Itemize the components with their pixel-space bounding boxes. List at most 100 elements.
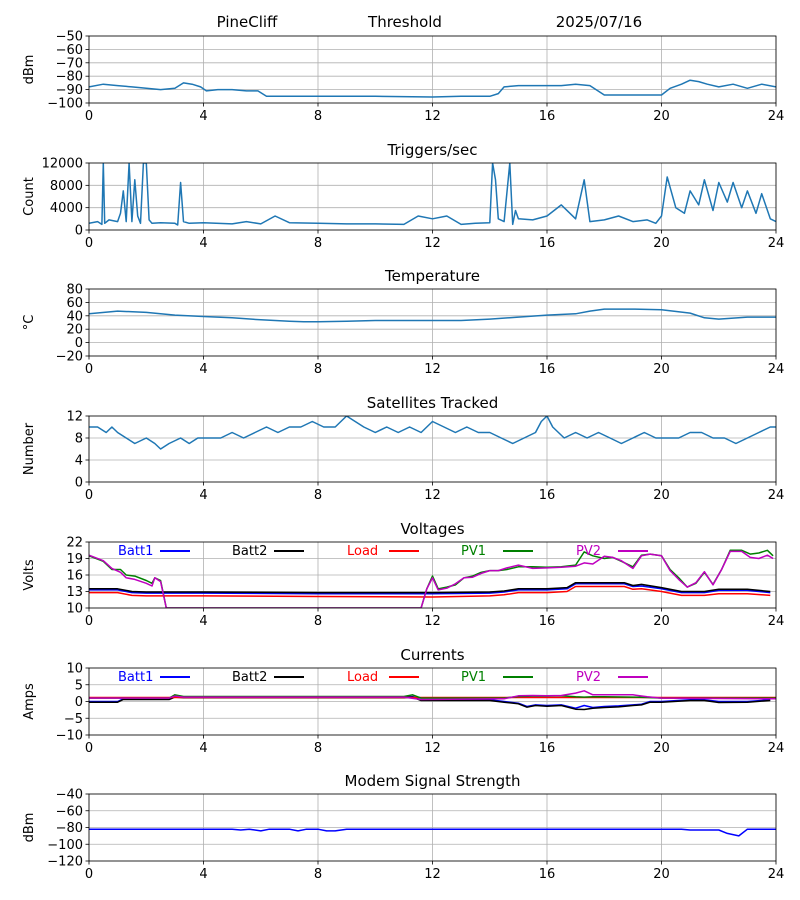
- y-tick-label: 60: [66, 296, 83, 311]
- y-tick-label: 80: [66, 283, 83, 298]
- x-tick-label: 4: [199, 488, 207, 503]
- y-tick-label: −10: [56, 729, 83, 744]
- chart-title: Triggers/sec: [387, 141, 478, 159]
- x-tick-label: 8: [314, 109, 322, 124]
- x-tick-label: 0: [85, 236, 93, 251]
- y-tick-label: −90: [56, 83, 83, 98]
- y-tick-label: −120: [47, 855, 83, 870]
- chart-panel-1: 0 4 8 12 16 20 24 −100−90−80−70−60−50 dBm: [22, 30, 784, 125]
- x-tick-label: 4: [199, 236, 207, 251]
- x-tick-label: 4: [199, 741, 207, 756]
- x-tick-label: 16: [539, 236, 556, 251]
- y-tick-label: −100: [47, 97, 83, 112]
- chart-panel-4: 0 4 8 12 16 20 24 0 4 8 12 Satellites Tracked Number: [22, 394, 784, 503]
- legend-label-batt1: Batt1: [118, 544, 153, 559]
- x-tick-label: 4: [199, 362, 207, 377]
- series-line: [89, 308, 776, 323]
- x-tick-label: 4: [199, 867, 207, 882]
- y-tick-label: 8: [75, 432, 83, 447]
- series-line-pv2: [89, 550, 774, 608]
- x-tick-label: 0: [85, 614, 93, 629]
- x-tick-label: 24: [768, 488, 785, 503]
- legend-label-pv2: PV2: [576, 670, 601, 685]
- x-tick-label: 0: [85, 109, 93, 124]
- series-line: [89, 163, 776, 226]
- y-tick-label: −80: [56, 70, 83, 85]
- y-axis-label: Count: [22, 177, 37, 216]
- figure-header: PineCliff Threshold 2025/07/16: [217, 13, 643, 31]
- y-tick-label: 0: [75, 224, 83, 239]
- x-tick-label: 12: [424, 109, 441, 124]
- y-tick-label: 0: [75, 476, 83, 491]
- x-tick-label: 8: [314, 488, 322, 503]
- y-tick-label: 16: [66, 569, 83, 584]
- x-tick-label: 24: [768, 109, 785, 124]
- x-tick-label: 4: [199, 614, 207, 629]
- chart-title: Modem Signal Strength: [345, 772, 521, 790]
- legend-label-batt2: Batt2: [232, 670, 267, 685]
- x-tick-label: 24: [768, 867, 785, 882]
- y-tick-label: −60: [56, 804, 83, 819]
- chart-title: Satellites Tracked: [367, 394, 498, 412]
- x-tick-label: 16: [539, 614, 556, 629]
- x-tick-label: 12: [424, 614, 441, 629]
- x-tick-label: 12: [424, 488, 441, 503]
- x-tick-label: 20: [653, 362, 670, 377]
- chart-title: Currents: [400, 646, 464, 664]
- x-tick-label: 24: [768, 236, 785, 251]
- x-tick-label: 16: [539, 362, 556, 377]
- x-tick-label: 8: [314, 236, 322, 251]
- y-tick-label: −5: [64, 712, 83, 727]
- x-tick-label: 16: [539, 867, 556, 882]
- x-tick-label: 20: [653, 867, 670, 882]
- x-tick-label: 0: [85, 362, 93, 377]
- x-tick-label: 8: [314, 614, 322, 629]
- y-axis-label: °C: [22, 315, 37, 331]
- y-tick-label: −100: [47, 838, 83, 853]
- y-tick-label: 13: [66, 585, 83, 600]
- x-tick-label: 20: [653, 109, 670, 124]
- x-tick-label: 0: [85, 488, 93, 503]
- x-tick-label: 0: [85, 867, 93, 882]
- site-name: PineCliff: [217, 13, 278, 31]
- y-tick-label: −60: [56, 43, 83, 58]
- x-tick-label: 24: [768, 741, 785, 756]
- y-tick-label: 0: [75, 336, 83, 351]
- series-line-load: [89, 585, 771, 598]
- legend-label-batt2: Batt2: [232, 544, 267, 559]
- y-axis-label: Number: [22, 422, 37, 475]
- x-tick-label: 12: [424, 236, 441, 251]
- series-line: [89, 416, 776, 450]
- date-label: 2025/07/16: [556, 13, 642, 31]
- y-tick-label: 12: [66, 410, 83, 425]
- chart-title: Temperature: [384, 267, 480, 285]
- chart-panel-7: 0 4 8 12 16 20 24 −120 −100 −80 −60−40 Modem Signal…: [22, 772, 784, 882]
- x-tick-label: 16: [539, 741, 556, 756]
- y-axis-label: Volts: [22, 559, 37, 591]
- y-tick-label: 10: [66, 662, 83, 677]
- y-tick-label: 12000: [42, 157, 83, 172]
- legend-label-pv1: PV1: [461, 670, 486, 685]
- legend-label-load: Load: [347, 544, 378, 559]
- legend-label-load: Load: [347, 670, 378, 685]
- legend-label-pv1: PV1: [461, 544, 486, 559]
- x-tick-label: 24: [768, 614, 785, 629]
- series-line: [89, 828, 776, 837]
- x-tick-label: 20: [653, 741, 670, 756]
- y-tick-label: 19: [66, 552, 83, 567]
- x-tick-label: 12: [424, 867, 441, 882]
- series-line-batt1: [89, 583, 771, 595]
- y-tick-label: 5: [75, 678, 83, 693]
- x-tick-label: 20: [653, 614, 670, 629]
- y-tick-label: 20: [66, 323, 83, 338]
- series-line: [89, 79, 776, 98]
- y-tick-label: −20: [56, 350, 83, 365]
- y-axis-label: Amps: [22, 683, 37, 720]
- x-tick-label: 16: [539, 109, 556, 124]
- y-tick-label: 10: [66, 602, 83, 617]
- y-tick-label: 4: [75, 454, 83, 469]
